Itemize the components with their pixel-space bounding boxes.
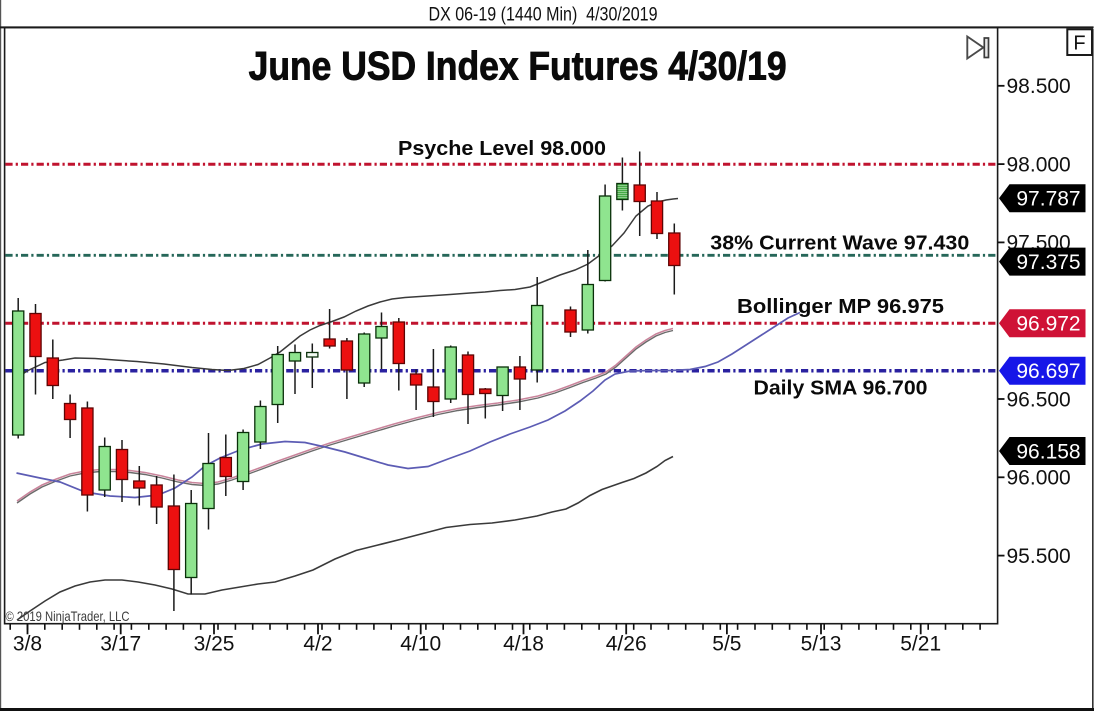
svg-text:5/13: 5/13	[801, 633, 842, 656]
svg-text:98.500: 98.500	[1007, 75, 1071, 98]
svg-text:96.972: 96.972	[1016, 313, 1080, 336]
svg-text:96.000: 96.000	[1007, 467, 1071, 490]
svg-text:95.500: 95.500	[1007, 545, 1071, 568]
svg-text:5/21: 5/21	[900, 633, 941, 656]
svg-text:F: F	[1073, 33, 1085, 55]
svg-text:4/10: 4/10	[400, 633, 441, 656]
svg-text:5/5: 5/5	[712, 633, 741, 656]
svg-text:4/2: 4/2	[303, 633, 332, 656]
svg-text:3/17: 3/17	[100, 633, 141, 656]
svg-text:97.787: 97.787	[1016, 188, 1080, 211]
svg-text:June USD Index Futures 4/30/19: June USD Index Futures 4/30/19	[249, 45, 787, 89]
svg-text:38% Current Wave 97.430: 38% Current Wave 97.430	[710, 231, 969, 254]
svg-text:98.000: 98.000	[1007, 153, 1071, 176]
svg-text:4/18: 4/18	[503, 633, 544, 656]
svg-text:Psyche Level 98.000: Psyche Level 98.000	[398, 137, 606, 160]
svg-text:Daily SMA 96.700: Daily SMA 96.700	[754, 377, 928, 400]
svg-text:96.697: 96.697	[1016, 360, 1080, 383]
svg-text:97.375: 97.375	[1016, 251, 1080, 274]
svg-text:96.500: 96.500	[1007, 388, 1071, 411]
svg-text:© 2019 NinjaTrader, LLC: © 2019 NinjaTrader, LLC	[6, 608, 130, 624]
svg-text:DX 06-19 (1440 Min) 4/30/2019: DX 06-19 (1440 Min) 4/30/2019	[429, 5, 658, 26]
svg-text:96.158: 96.158	[1016, 440, 1080, 463]
svg-text:Bollinger MP 96.975: Bollinger MP 96.975	[737, 295, 944, 318]
svg-text:4/26: 4/26	[606, 633, 647, 656]
svg-text:3/25: 3/25	[194, 633, 235, 656]
svg-text:3/8: 3/8	[13, 633, 42, 656]
